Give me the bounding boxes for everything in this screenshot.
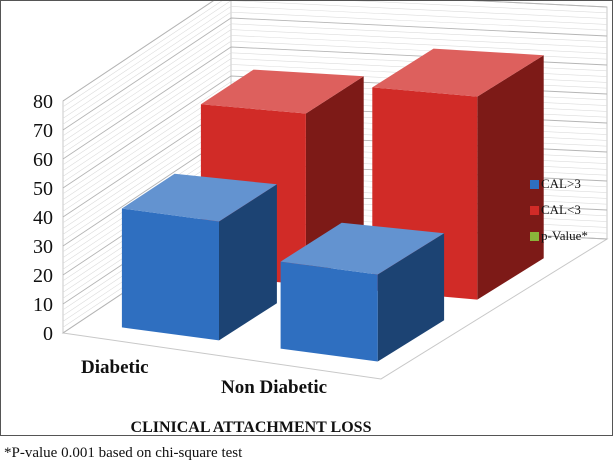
bar-front [280, 261, 378, 362]
x-category-label: Non Diabetic [221, 377, 327, 398]
x-axis-title: CLINICAL ATTACHMENT LOSS [131, 419, 372, 436]
bar-top [121, 173, 277, 222]
y-tick-label: 20 [33, 265, 53, 287]
legend-swatch [530, 231, 539, 241]
bar-chart-3d: 0 10 20 30 40 50 60 70 80 Diabetic Non Diabetic C… [33, 1, 609, 436]
x-category-label: Diabetic [81, 357, 149, 378]
gridline [62, 6, 608, 119]
bar-side [219, 184, 277, 341]
y-axis-ticks: 0 10 20 30 40 50 60 70 80 [33, 91, 53, 345]
gridline [62, 23, 608, 137]
bar-side [377, 233, 445, 362]
gridline [62, 1, 608, 102]
gridline [62, 11, 608, 125]
legend-swatch [530, 179, 539, 189]
x-axis-categories: Diabetic Non Diabetic [81, 357, 327, 398]
gridline [62, 35, 608, 148]
legend-item: p-Value* [530, 223, 588, 249]
bar-side [477, 55, 544, 300]
y-tick-label: 30 [33, 236, 53, 258]
gridline [62, 29, 608, 142]
footnote: *P-value 0.001 based on chi-square test [4, 445, 243, 461]
legend-item: CAL>3 [530, 171, 588, 197]
legend-label: CAL<3 [541, 202, 581, 217]
chart-legend: CAL>3 CAL<3 p-Value* [530, 171, 588, 249]
y-tick-label: 10 [33, 294, 53, 316]
y-tick-label: 70 [33, 120, 53, 142]
legend-label: p-Value* [541, 228, 588, 243]
bar-cal-3-1 [280, 222, 445, 362]
bar-top [200, 69, 364, 114]
bar-cal-3-0 [121, 173, 277, 341]
bar-top [372, 48, 544, 97]
gridline [62, 1, 608, 108]
gridline [62, 1, 608, 113]
y-tick-label: 60 [33, 149, 53, 171]
y-tick-label: 50 [33, 178, 53, 200]
gridline [62, 17, 608, 131]
legend-item: CAL<3 [530, 197, 588, 223]
legend-swatch [530, 205, 539, 215]
y-tick-label: 80 [33, 91, 53, 113]
legend-label: CAL>3 [541, 176, 581, 191]
bar-series [121, 48, 544, 362]
bar-front [121, 208, 219, 341]
bar-top [280, 222, 445, 275]
y-tick-label: 0 [43, 323, 53, 345]
y-tick-label: 40 [33, 207, 53, 229]
chart-frame: 0 10 20 30 40 50 60 70 80 Diabetic Non Diabetic C… [0, 0, 613, 436]
